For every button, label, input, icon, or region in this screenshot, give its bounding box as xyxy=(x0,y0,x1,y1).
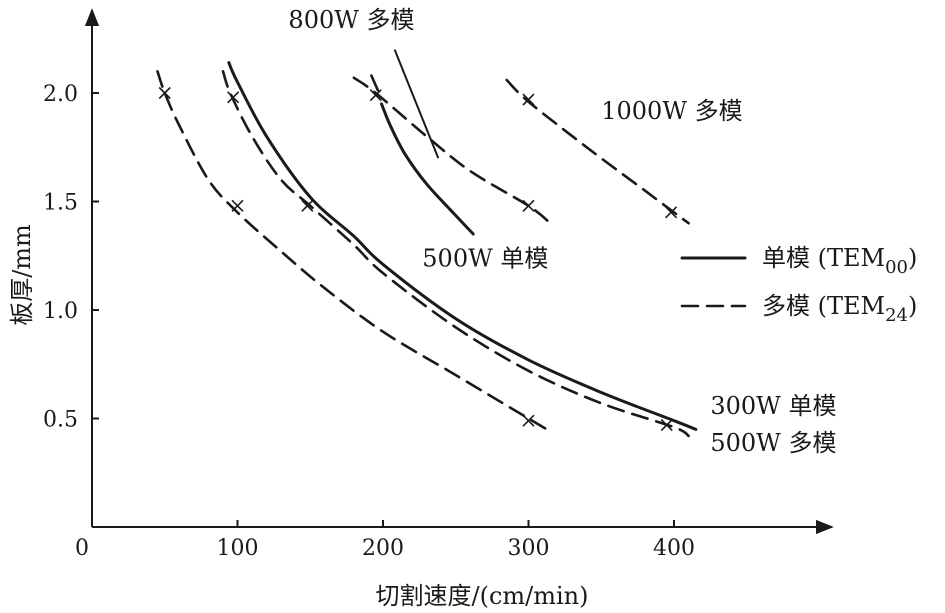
legend-label-dashed: 多模 (TEM24) xyxy=(762,292,917,326)
series-line-4-500w xyxy=(380,102,475,236)
series-label-1: 500W 多模 xyxy=(710,429,836,457)
data-point-marker xyxy=(665,206,678,219)
data-point-marker xyxy=(301,199,314,212)
series-line-3-300w xyxy=(227,61,698,431)
series-line-1-500w xyxy=(156,70,552,433)
legend: 单模 (TEM00) 多模 (TEM24) xyxy=(680,244,917,326)
data-point-marker xyxy=(227,91,240,104)
data-markers xyxy=(158,86,678,432)
data-point-marker xyxy=(158,86,171,100)
y-tick-label: 2.0 xyxy=(43,82,78,107)
y-tick-label: 0.5 xyxy=(43,408,78,433)
x-tick-label: 200 xyxy=(362,536,404,561)
series-curves xyxy=(156,61,698,438)
y-axis-label: 板厚/mm xyxy=(8,224,36,326)
label-pointer-line xyxy=(393,49,440,159)
y-tick-label: 1.5 xyxy=(43,191,78,216)
x-tick-label: 400 xyxy=(653,536,695,561)
x-tick-label: 0 xyxy=(75,536,89,561)
series-labels: 500W 多模 300W 单模 500W 单模 800W 多模 1000W 多模 xyxy=(288,6,836,457)
series-line-5-800w xyxy=(352,76,552,225)
axes xyxy=(84,8,834,535)
series-label-3: 300W 单模 xyxy=(710,392,836,420)
data-point-marker xyxy=(522,199,535,212)
series-line-2-500w xyxy=(221,70,690,438)
x-tick-label: 100 xyxy=(217,536,259,561)
series-label-5: 800W 多模 xyxy=(288,6,414,34)
legend-label-solid: 单模 (TEM00) xyxy=(762,244,917,278)
data-point-marker xyxy=(660,418,673,432)
x-axis-label: 切割速度/(cm/min) xyxy=(376,582,589,610)
data-point-marker xyxy=(231,199,244,212)
data-point-marker xyxy=(522,414,535,427)
series-label-6: 1000W 多模 xyxy=(601,97,742,125)
series-label-4: 500W 单模 xyxy=(422,245,548,273)
data-point-marker xyxy=(369,89,382,102)
data-point-marker xyxy=(522,93,535,106)
tick-labels: 0 100 200 300 400 0.5 1.0 1.5 2.0 xyxy=(43,82,695,561)
series-line-segment xyxy=(370,74,382,97)
x-tick-label: 300 xyxy=(508,536,550,561)
y-tick-label: 1.0 xyxy=(43,299,78,324)
